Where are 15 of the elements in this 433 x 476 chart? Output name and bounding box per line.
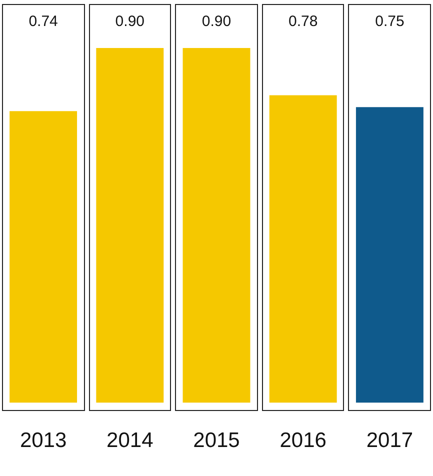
- bar: [356, 107, 424, 403]
- data-label: 0.75: [375, 13, 404, 30]
- bar: [182, 48, 250, 403]
- x-tick-label: 2016: [280, 429, 326, 452]
- x-tick-label: 2014: [106, 429, 154, 452]
- bar: [96, 48, 164, 403]
- bar: [269, 95, 337, 403]
- bar: [10, 111, 78, 403]
- data-label: 0.74: [28, 13, 58, 30]
- x-tick-label: 2017: [366, 429, 414, 452]
- data-label: 0.90: [202, 13, 232, 30]
- x-tick-label: 2013: [20, 429, 67, 452]
- data-label: 0.90: [115, 13, 144, 30]
- x-tick-label: 2015: [193, 429, 240, 452]
- data-label: 0.78: [288, 13, 318, 30]
